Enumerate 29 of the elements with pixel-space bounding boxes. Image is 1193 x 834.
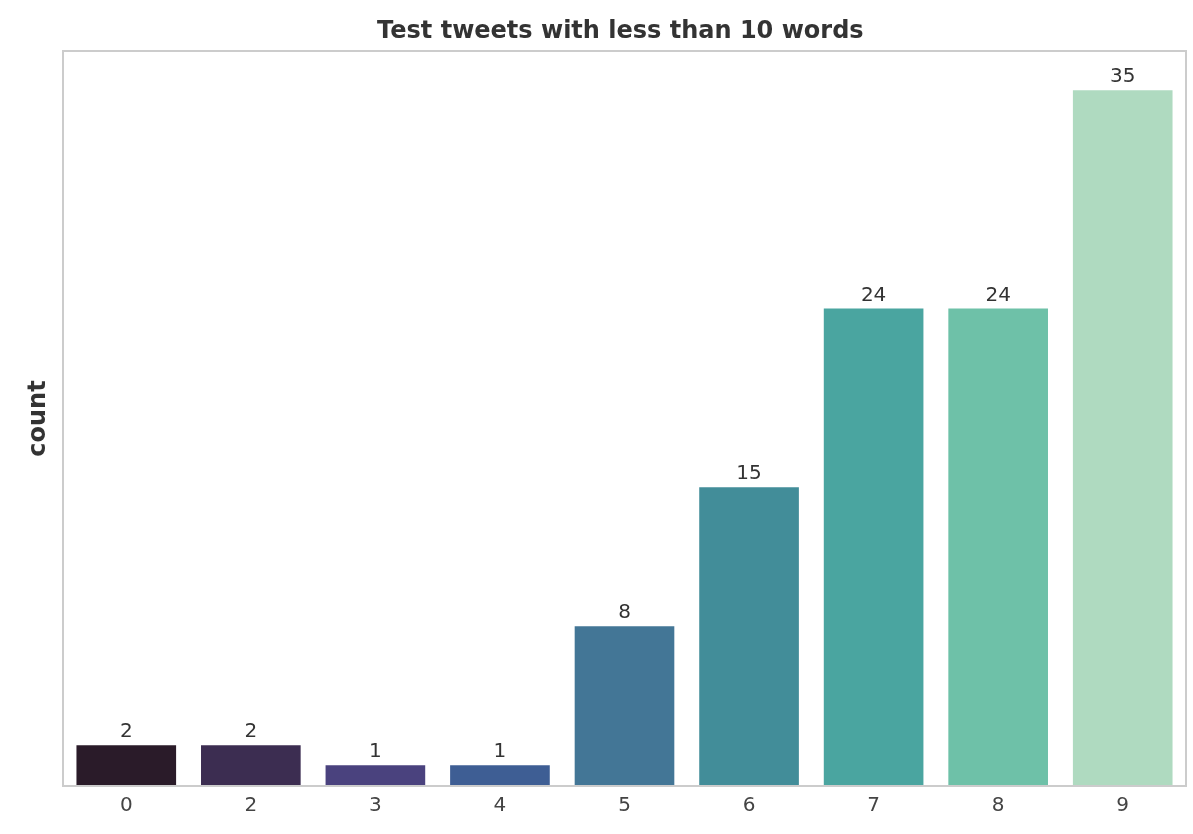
y-axis-title: count <box>22 380 51 457</box>
x-tick-label: 0 <box>119 792 133 816</box>
x-tick-label: 3 <box>369 792 382 816</box>
data-label: 1 <box>369 738 382 763</box>
x-tick-label: 2 <box>244 792 258 816</box>
x-tick-label: 4 <box>493 792 507 816</box>
bar <box>201 745 301 785</box>
data-label: 24 <box>985 281 1011 306</box>
data-label: 35 <box>1109 63 1136 88</box>
chart-title: Test tweets with less than 10 words <box>377 15 864 44</box>
x-tick-label: 9 <box>1116 792 1130 816</box>
bar <box>948 308 1048 785</box>
bar <box>1072 90 1173 785</box>
bar <box>450 765 550 785</box>
x-tick-label: 6 <box>742 792 756 816</box>
data-label: 15 <box>736 460 762 485</box>
bar <box>823 308 924 785</box>
bar <box>325 765 426 785</box>
x-tick-label: 7 <box>867 792 880 816</box>
bar <box>76 745 177 785</box>
data-label: 1 <box>493 738 507 763</box>
x-tick-label: 8 <box>991 792 1005 816</box>
data-label: 8 <box>618 599 631 624</box>
x-tick-label: 5 <box>618 792 631 816</box>
bar <box>574 626 675 785</box>
data-label: 2 <box>119 718 133 743</box>
data-label: 24 <box>860 281 887 306</box>
bar <box>699 487 799 785</box>
data-label: 2 <box>244 718 258 743</box>
